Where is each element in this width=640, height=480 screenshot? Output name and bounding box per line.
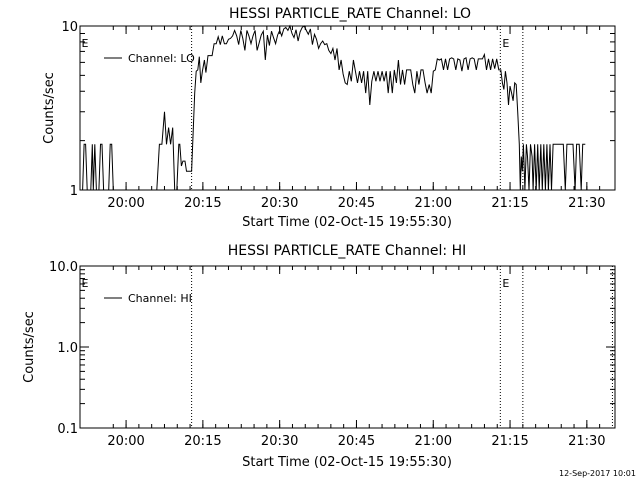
y-tick-label: 10 [61, 20, 78, 35]
legend-label: Channel: LO [128, 52, 195, 65]
x-tick-label: 20:30 [261, 434, 298, 449]
x-tick-label: 20:30 [261, 196, 298, 211]
chart-title: HESSI PARTICLE_RATE Channel: HI [228, 243, 466, 259]
x-tick-label: 20:00 [107, 434, 144, 449]
x-tick-label: 21:30 [568, 196, 605, 211]
x-tick-label: 21:00 [415, 196, 452, 211]
plot-frame [79, 25, 616, 191]
plot-frame [79, 265, 616, 429]
x-tick-label: 20:45 [338, 196, 375, 211]
event-lines [191, 26, 524, 190]
x-axis: 20:00 20:15 20:30 20:45 21:00 21:15 21:30 [107, 266, 606, 449]
x-tick-label: 21:15 [491, 196, 528, 211]
y-axis: 10.0 1.0 0.1 [49, 260, 615, 437]
x-tick-label: 21:15 [491, 434, 528, 449]
y-tick-label: 1.0 [57, 341, 78, 356]
panel-lo: HESSI PARTICLE_RATE Channel: LO 20:00 20:… [42, 6, 616, 230]
x-axis: 20:00 20:15 20:30 20:45 21:00 21:15 21:30 [107, 26, 606, 211]
series-line-lo [82, 24, 586, 191]
x-tick-label: 20:45 [338, 434, 375, 449]
x-tick-label: 21:30 [568, 434, 605, 449]
eclipse-marker: E [82, 277, 89, 290]
x-tick-label: 20:15 [184, 434, 221, 449]
y-axis-label: Counts/sec [22, 311, 37, 383]
x-axis-label: Start Time (02-Oct-15 19:55:30) [242, 215, 452, 230]
x-tick-label: 20:00 [107, 196, 144, 211]
x-tick-label: 20:15 [184, 196, 221, 211]
x-tick-label: 21:00 [415, 434, 452, 449]
legend-label: Channel: HI [128, 292, 192, 305]
eclipse-marker: E [502, 277, 509, 290]
x-axis-label: Start Time (02-Oct-15 19:55:30) [242, 455, 452, 470]
eclipse-marker: E [502, 37, 509, 50]
y-tick-label: 0.1 [57, 422, 78, 437]
footer-timestamp: 12-Sep-2017 10:01 [559, 469, 636, 478]
y-tick-label: 1 [70, 184, 78, 199]
panel-hi: HESSI PARTICLE_RATE Channel: HI 20:00 20:… [22, 243, 616, 470]
event-lines [191, 266, 613, 428]
y-tick-label: 10.0 [49, 260, 78, 275]
y-axis: 10 1 [61, 20, 615, 199]
eclipse-marker: E [82, 37, 89, 50]
chart-title: HESSI PARTICLE_RATE Channel: LO [229, 6, 471, 22]
y-axis-label: Counts/sec [42, 72, 57, 144]
